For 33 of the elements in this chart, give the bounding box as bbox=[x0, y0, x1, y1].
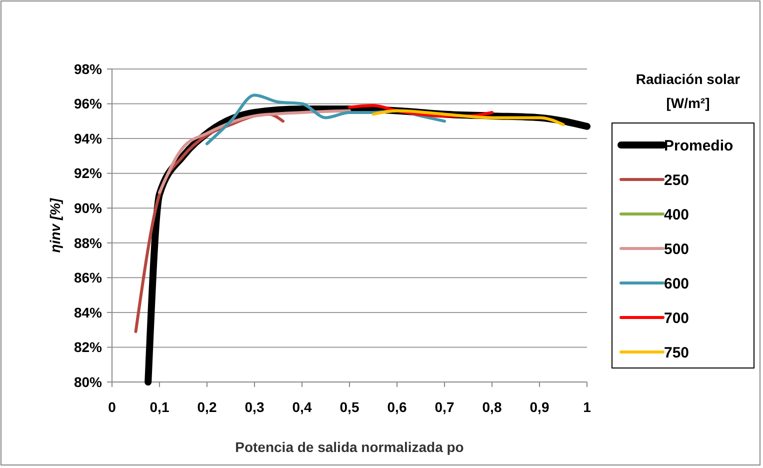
x-axis-title: Potencia de salida normalizada po bbox=[235, 439, 464, 455]
x-tick-label: 0,7 bbox=[434, 399, 454, 415]
y-tick-label: 96% bbox=[74, 96, 103, 112]
y-tick-label: 80% bbox=[74, 374, 103, 390]
legend-label: Promedio bbox=[664, 137, 734, 154]
x-tick-label: 0,9 bbox=[530, 399, 550, 415]
line-series bbox=[372, 109, 565, 126]
x-tick-label: 0,4 bbox=[292, 399, 312, 415]
legend-label: 700 bbox=[664, 310, 690, 327]
y-tick-label: 92% bbox=[74, 165, 103, 182]
line-series bbox=[158, 109, 351, 194]
y-tick-label: 98% bbox=[74, 60, 103, 77]
y-tick-label: 84% bbox=[74, 304, 103, 320]
x-tick-label: 0,8 bbox=[482, 399, 502, 415]
legend-label: 750 bbox=[664, 344, 690, 362]
y-tick-label: 88% bbox=[74, 234, 103, 251]
legend-label: 600 bbox=[664, 275, 690, 292]
x-tick-label: 0,3 bbox=[244, 399, 264, 415]
legend-label: 400 bbox=[664, 206, 690, 224]
legend-title: Radiación solar [W/m²] bbox=[636, 71, 741, 111]
x-tick-label: 0 bbox=[108, 399, 116, 415]
x-tick-label: 0,2 bbox=[197, 399, 217, 415]
y-tick-label: 90% bbox=[74, 200, 103, 216]
x-tick-label: 0,5 bbox=[340, 399, 360, 415]
legend-label: 500 bbox=[664, 240, 690, 258]
y-tick-label: 82% bbox=[74, 339, 103, 356]
x-tick-label: 1 bbox=[583, 399, 592, 415]
y-tick-label: 86% bbox=[74, 270, 103, 286]
legend-label: 250 bbox=[664, 172, 690, 189]
y-tick-label: 94% bbox=[74, 130, 103, 146]
y-axis-title: ηinv [%] bbox=[47, 196, 63, 253]
x-tick-label: 0,6 bbox=[387, 399, 407, 415]
x-tick-label: 0,1 bbox=[150, 399, 170, 415]
